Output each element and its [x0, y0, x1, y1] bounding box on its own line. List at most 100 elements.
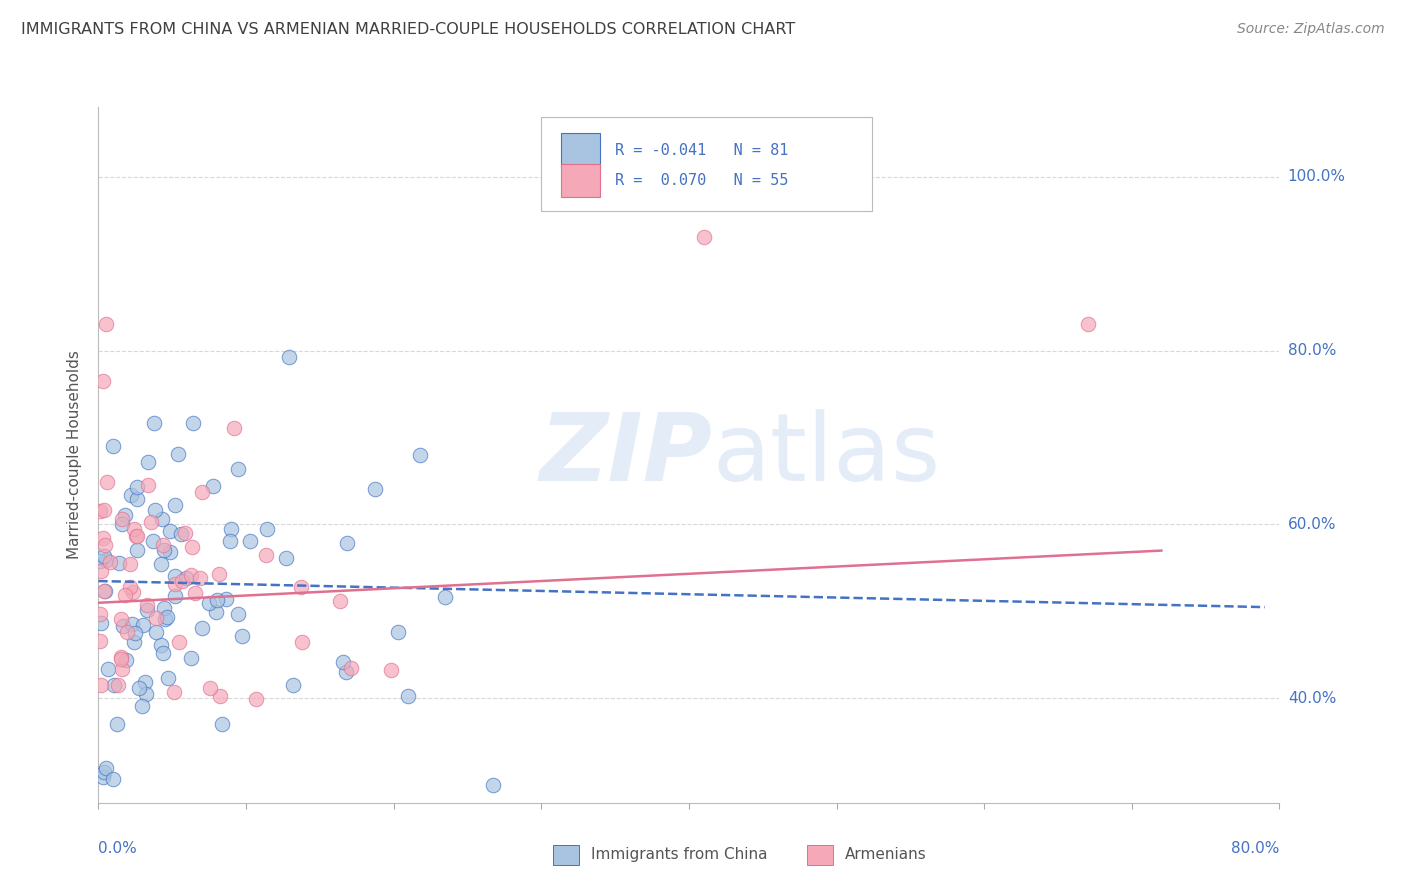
Point	[157, 672, 180, 686]
Point	[153, 600, 176, 615]
Point	[94, 553, 117, 567]
Point	[136, 455, 159, 469]
Point	[142, 533, 165, 548]
Point	[91, 770, 114, 784]
Text: Immigrants from China: Immigrants from China	[591, 847, 768, 863]
Point	[156, 610, 179, 624]
Point	[96, 475, 118, 489]
Text: R =  0.070   N = 55: R = 0.070 N = 55	[614, 173, 787, 188]
Point	[110, 651, 132, 665]
Point	[120, 488, 142, 502]
FancyBboxPatch shape	[553, 845, 579, 865]
Point	[198, 681, 221, 695]
FancyBboxPatch shape	[541, 118, 872, 211]
Point	[159, 545, 181, 559]
Point	[165, 498, 187, 512]
Point	[94, 318, 117, 332]
Point	[201, 478, 224, 492]
Point	[131, 698, 153, 713]
Point	[215, 591, 238, 606]
Point	[122, 635, 145, 649]
Point	[198, 596, 221, 610]
Point	[114, 508, 136, 523]
Point	[107, 678, 129, 692]
Point	[256, 522, 278, 536]
Point	[143, 502, 166, 516]
Point	[108, 556, 131, 570]
Point	[135, 603, 157, 617]
Point	[141, 515, 163, 529]
Point	[125, 491, 148, 506]
Point	[134, 674, 156, 689]
Point	[180, 651, 202, 665]
Point	[125, 480, 148, 494]
Point	[191, 621, 214, 635]
Point	[101, 439, 124, 453]
Point	[340, 660, 363, 674]
Point	[174, 525, 197, 540]
Point	[100, 555, 122, 569]
Text: atlas: atlas	[713, 409, 941, 501]
Point	[332, 655, 354, 669]
Text: ZIP: ZIP	[540, 409, 713, 501]
Point	[184, 586, 207, 600]
Point	[111, 516, 134, 531]
Text: Source: ZipAtlas.com: Source: ZipAtlas.com	[1237, 22, 1385, 37]
Point	[111, 512, 134, 526]
Point	[112, 619, 135, 633]
Point	[276, 551, 298, 566]
Point	[136, 478, 159, 492]
Point	[142, 417, 165, 431]
Point	[136, 598, 159, 612]
Point	[224, 421, 246, 435]
Point	[103, 772, 125, 786]
Point	[387, 624, 409, 639]
Point	[364, 482, 387, 496]
Text: 100.0%: 100.0%	[1288, 169, 1346, 184]
Point	[336, 536, 359, 550]
Point	[114, 589, 136, 603]
Point	[90, 615, 112, 630]
Text: 80.0%: 80.0%	[1288, 343, 1336, 358]
Point	[163, 577, 186, 591]
Point	[181, 416, 204, 430]
Text: 40.0%: 40.0%	[1288, 691, 1336, 706]
Point	[90, 564, 112, 578]
Point	[115, 625, 138, 640]
Point	[94, 761, 117, 775]
Point	[226, 462, 249, 476]
Point	[150, 511, 173, 525]
Point	[89, 504, 111, 518]
Point	[163, 569, 186, 583]
Point	[125, 529, 148, 543]
Point	[167, 447, 190, 461]
Point	[152, 538, 174, 552]
Point	[145, 624, 167, 639]
Point	[181, 540, 204, 554]
Point	[149, 638, 172, 652]
Point	[693, 230, 716, 244]
Point	[188, 571, 211, 585]
Point	[149, 558, 172, 572]
Point	[91, 374, 114, 388]
Point	[110, 650, 132, 665]
Text: Armenians: Armenians	[845, 847, 927, 863]
Point	[231, 629, 253, 643]
Point	[97, 662, 120, 676]
Point	[159, 524, 181, 538]
Point	[94, 583, 117, 598]
Point	[335, 665, 357, 680]
Point	[105, 716, 128, 731]
Point	[380, 663, 402, 677]
Point	[120, 580, 142, 594]
Point	[409, 448, 432, 462]
Point	[118, 557, 141, 571]
Point	[103, 678, 125, 692]
Point	[91, 531, 114, 545]
Point	[135, 687, 157, 701]
Point	[208, 689, 231, 703]
Point	[152, 646, 174, 660]
Point	[228, 607, 250, 621]
Point	[122, 585, 145, 599]
Point	[218, 534, 240, 549]
